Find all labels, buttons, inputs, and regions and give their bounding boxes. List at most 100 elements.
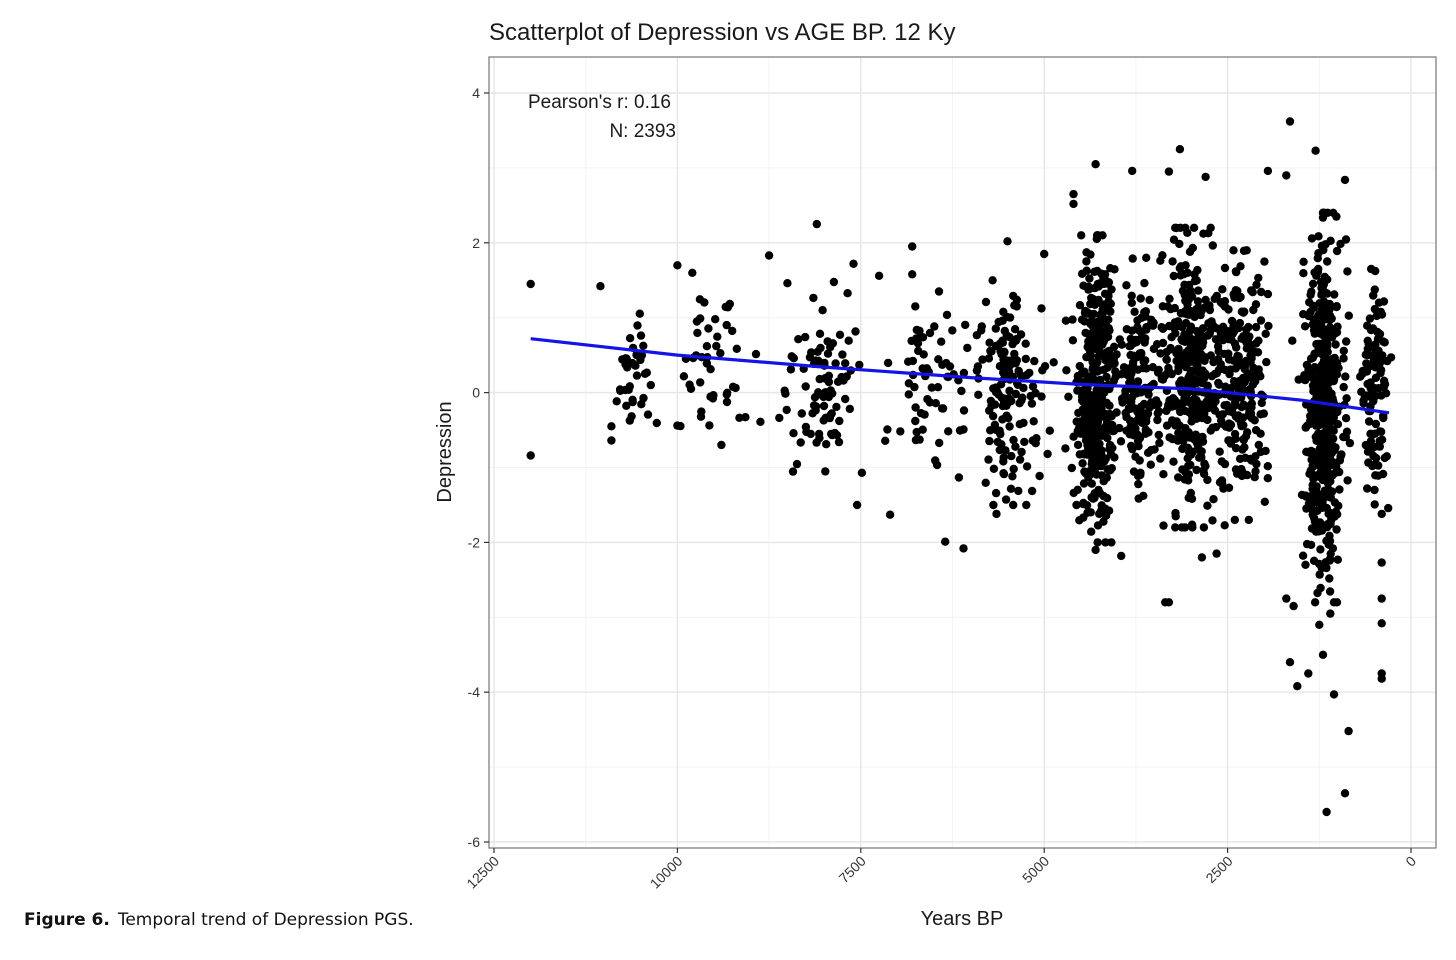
data-point [1224,349,1233,358]
data-point [1195,453,1204,462]
data-point [1083,342,1092,352]
data-point [1371,471,1380,480]
data-point [1009,435,1018,445]
data-point [937,337,946,346]
data-point [1310,471,1319,481]
data-point [1377,594,1386,603]
data-point [1218,479,1227,488]
data-point [1171,398,1180,407]
data-point [1203,381,1213,390]
data-point [1106,264,1115,273]
data-point [1261,329,1270,338]
data-point [1166,345,1175,354]
data-point [1012,302,1021,311]
data-point [1220,521,1229,530]
data-point [627,412,636,421]
data-point [1366,378,1375,387]
data-point [1089,416,1099,425]
data-point [1309,315,1319,324]
data-point [852,500,862,510]
data-point [1214,378,1223,388]
data-point [1095,324,1104,334]
data-point [1320,340,1330,349]
data-point [1308,279,1318,288]
data-point [1185,371,1194,380]
data-point [712,341,721,351]
data-point [1181,468,1190,477]
data-point [596,282,605,291]
data-point [1105,401,1114,410]
x-tick-label: 0 [1402,853,1419,870]
data-point [1176,262,1186,271]
data-point [637,351,647,360]
data-point [991,324,1000,333]
data-point [1141,334,1150,343]
data-point [1171,421,1180,430]
data-point [1133,378,1142,387]
data-point [1126,334,1135,343]
trend-line [530,337,1390,415]
data-point [1104,315,1113,324]
data-point [1301,375,1310,385]
data-point [1345,438,1355,448]
data-point [835,330,845,339]
data-point [1002,401,1011,410]
data-point [1176,358,1185,367]
data-point [1180,309,1189,318]
data-point [1314,232,1323,241]
data-point [1087,395,1096,404]
data-point [1192,396,1201,405]
data-point [1323,416,1332,425]
data-point [1178,286,1188,295]
data-point [1332,598,1342,607]
data-point [1191,402,1201,411]
data-point [1183,454,1192,463]
data-point [1228,404,1237,413]
data-point [838,350,847,359]
data-point [1256,410,1265,419]
data-point [1332,302,1341,312]
data-point [1193,265,1202,275]
data-point [1069,199,1078,209]
data-point [1107,538,1116,547]
data-point [1002,356,1011,365]
data-point [1176,271,1185,280]
data-point [1085,274,1094,283]
data-point [722,397,732,407]
data-point [1077,315,1087,324]
data-point [1068,315,1077,324]
data-point [1097,501,1106,510]
data-point [789,429,798,438]
data-point [1313,267,1323,276]
data-point [822,375,831,384]
data-point [835,416,844,426]
data-point [855,360,864,370]
data-point [1314,429,1323,439]
data-point [995,426,1004,435]
data-point [1244,370,1254,379]
data-point [1099,517,1108,526]
data-point [1107,285,1116,294]
data-point [1370,460,1380,469]
data-point [1027,486,1037,496]
data-point [628,358,637,368]
data-point [1045,426,1055,435]
data-point [1086,508,1096,517]
data-point [1200,459,1209,468]
data-point [841,359,850,368]
data-point [991,488,1001,498]
data-point [1086,332,1095,341]
data-point [711,315,720,324]
data-point [1332,246,1342,256]
data-point [1005,422,1014,431]
data-point [637,400,646,409]
data-point [673,421,682,430]
data-point [1011,442,1020,451]
data-point [1203,331,1213,340]
data-point [1327,365,1336,375]
data-point [1230,515,1240,525]
data-point [1105,441,1115,450]
data-point [1216,298,1226,307]
data-point [1185,326,1195,335]
data-point [1164,401,1174,410]
